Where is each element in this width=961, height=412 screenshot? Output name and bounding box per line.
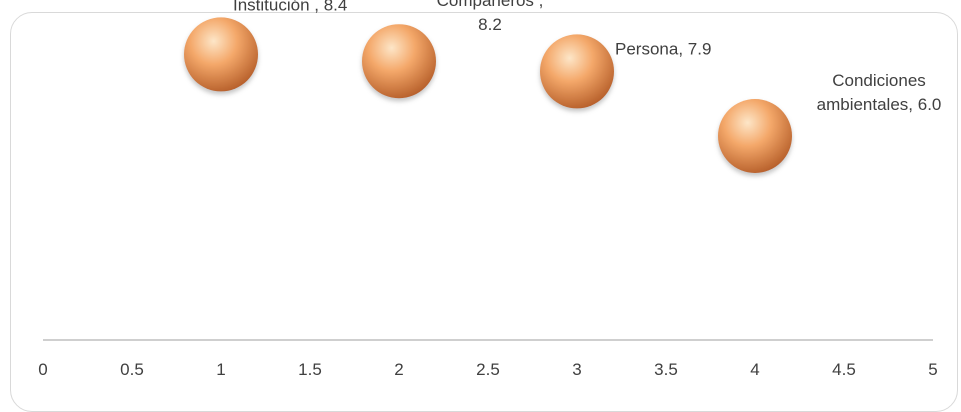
- data-point: [540, 34, 614, 109]
- data-labels: Institución , 8.4 Companeros , 8.2 Persona,…: [233, 0, 941, 114]
- x-tick-label: 0: [38, 360, 47, 379]
- x-tick-label: 4: [750, 360, 759, 379]
- x-axis-ticks: 0 0.5 1 1.5 2 2.5 3 3.5 4 4.5 5: [38, 360, 937, 379]
- x-tick-label: 1.5: [298, 360, 322, 379]
- x-tick-label: 3.5: [654, 360, 678, 379]
- data-label: Institución , 8.4: [233, 0, 347, 14]
- x-tick-label: 1: [216, 360, 225, 379]
- x-tick-label: 4.5: [832, 360, 856, 379]
- data-label: Companeros ,: [437, 0, 544, 10]
- data-point: [184, 17, 258, 92]
- x-tick-label: 3: [572, 360, 581, 379]
- data-points: [184, 17, 792, 173]
- x-tick-label: 0.5: [120, 360, 144, 379]
- data-label: 8.2: [478, 15, 502, 34]
- data-point: [718, 99, 792, 173]
- x-tick-label: 2: [394, 360, 403, 379]
- chart-area: [10, 12, 958, 412]
- scatter-chart: 0 0.5 1 1.5 2 2.5 3 3.5 4 4.5 5 Institución , 8.4 C…: [38, 0, 941, 379]
- x-tick-label: 5: [928, 360, 937, 379]
- data-point: [362, 24, 436, 99]
- data-label: ambientales, 6.0: [817, 95, 942, 114]
- data-label: Persona, 7.9: [615, 39, 711, 58]
- data-label: Condiciones: [832, 71, 926, 90]
- x-tick-label: 2.5: [476, 360, 500, 379]
